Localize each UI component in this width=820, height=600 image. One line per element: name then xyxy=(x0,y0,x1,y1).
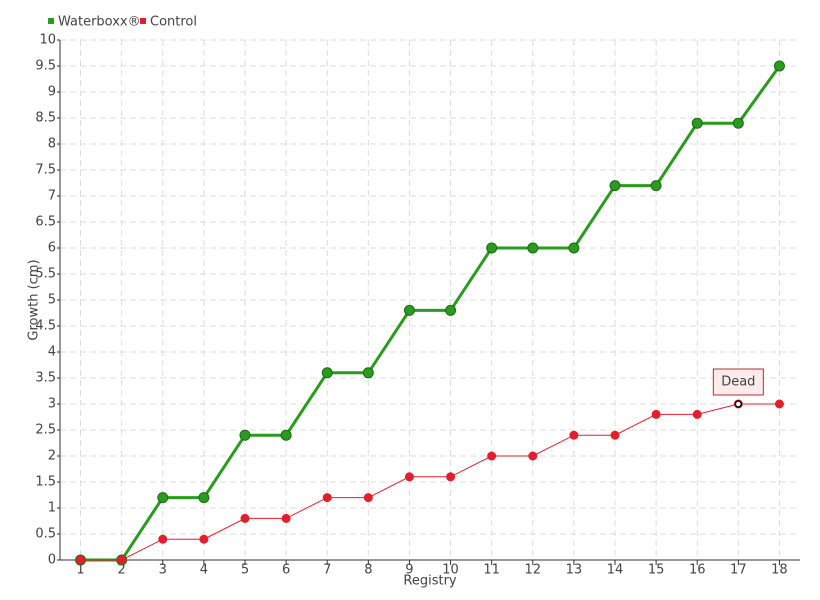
data-point xyxy=(158,534,168,544)
data-point xyxy=(157,492,169,504)
data-point xyxy=(239,429,251,441)
y-tick-label: 4 xyxy=(48,345,56,360)
data-point xyxy=(362,367,374,379)
y-tick-label: 9.5 xyxy=(35,59,56,74)
data-point xyxy=(732,117,744,129)
x-tick-label: 14 xyxy=(607,563,624,578)
data-point xyxy=(446,472,456,482)
x-tick-label: 17 xyxy=(730,563,747,578)
annotation-text: Dead xyxy=(721,375,755,390)
x-tick-label: 11 xyxy=(483,563,500,578)
x-tick-label: 15 xyxy=(648,563,665,578)
data-point xyxy=(486,242,498,254)
y-tick-label: 5 xyxy=(48,293,56,308)
x-tick-label: 16 xyxy=(689,563,706,578)
y-tick-label: 10 xyxy=(39,33,56,48)
data-point xyxy=(403,304,415,316)
data-point xyxy=(774,399,784,409)
data-point xyxy=(650,180,662,192)
y-tick-label: 7 xyxy=(48,189,56,204)
x-tick-label: 13 xyxy=(566,563,583,578)
x-tick-label: 9 xyxy=(405,563,413,578)
legend-label: Control xyxy=(150,15,197,30)
series-line xyxy=(80,65,781,562)
data-point xyxy=(280,429,292,441)
data-point xyxy=(528,451,538,461)
data-point xyxy=(651,409,661,419)
x-tick-label: 2 xyxy=(118,563,126,578)
data-point xyxy=(773,60,785,72)
x-tick-label: 12 xyxy=(525,563,542,578)
annotation-point xyxy=(734,400,743,408)
data-point xyxy=(76,555,86,565)
x-tick-label: 7 xyxy=(323,563,331,578)
data-point xyxy=(692,409,702,419)
x-tick-label: 8 xyxy=(364,563,372,578)
y-tick-label: 9 xyxy=(48,85,56,100)
y-tick-label: 1.5 xyxy=(35,475,56,490)
data-point xyxy=(610,430,620,440)
data-point xyxy=(322,493,332,503)
data-point xyxy=(199,534,209,544)
data-point xyxy=(240,513,250,523)
series-line xyxy=(80,403,780,561)
x-tick-label: 3 xyxy=(159,563,167,578)
y-tick-label: 3.5 xyxy=(35,371,56,386)
data-point xyxy=(527,242,539,254)
data-point xyxy=(568,242,580,254)
x-axis-label: Registry xyxy=(403,574,457,589)
y-tick-label: 6.5 xyxy=(35,215,56,230)
x-tick-label: 5 xyxy=(241,563,249,578)
data-point xyxy=(363,493,373,503)
y-tick-label: 8 xyxy=(48,137,56,152)
x-tick-label: 4 xyxy=(200,563,208,578)
y-tick-label: 1 xyxy=(48,501,56,516)
y-axis-label: Growth (cm) xyxy=(27,259,42,340)
data-point xyxy=(569,430,579,440)
data-point xyxy=(321,367,333,379)
data-point xyxy=(117,555,127,565)
legend-swatch xyxy=(48,18,54,24)
x-tick-label: 6 xyxy=(282,563,290,578)
data-point xyxy=(487,451,497,461)
annotation-box xyxy=(712,368,764,396)
y-tick-label: 5.5 xyxy=(35,267,56,282)
y-tick-label: 0 xyxy=(48,553,56,568)
legend-label: Waterboxx® xyxy=(58,15,141,30)
data-point xyxy=(691,117,703,129)
y-tick-label: 6 xyxy=(48,241,56,256)
y-tick-label: 2 xyxy=(48,449,56,464)
y-tick-label: 7.5 xyxy=(35,163,56,178)
data-point xyxy=(281,513,291,523)
x-tick-label: 10 xyxy=(442,563,459,578)
y-tick-label: 2.5 xyxy=(35,423,56,438)
y-tick-label: 8.5 xyxy=(35,111,56,126)
x-tick-label: 1 xyxy=(76,563,84,578)
y-tick-label: 3 xyxy=(48,397,56,412)
y-tick-label: 0.5 xyxy=(35,527,56,542)
data-point xyxy=(609,180,621,192)
data-point xyxy=(445,304,457,316)
x-tick-label: 18 xyxy=(771,563,788,578)
y-tick-label: 4.5 xyxy=(35,319,56,334)
data-point xyxy=(404,472,414,482)
legend-swatch xyxy=(140,18,146,24)
data-point xyxy=(198,492,210,504)
